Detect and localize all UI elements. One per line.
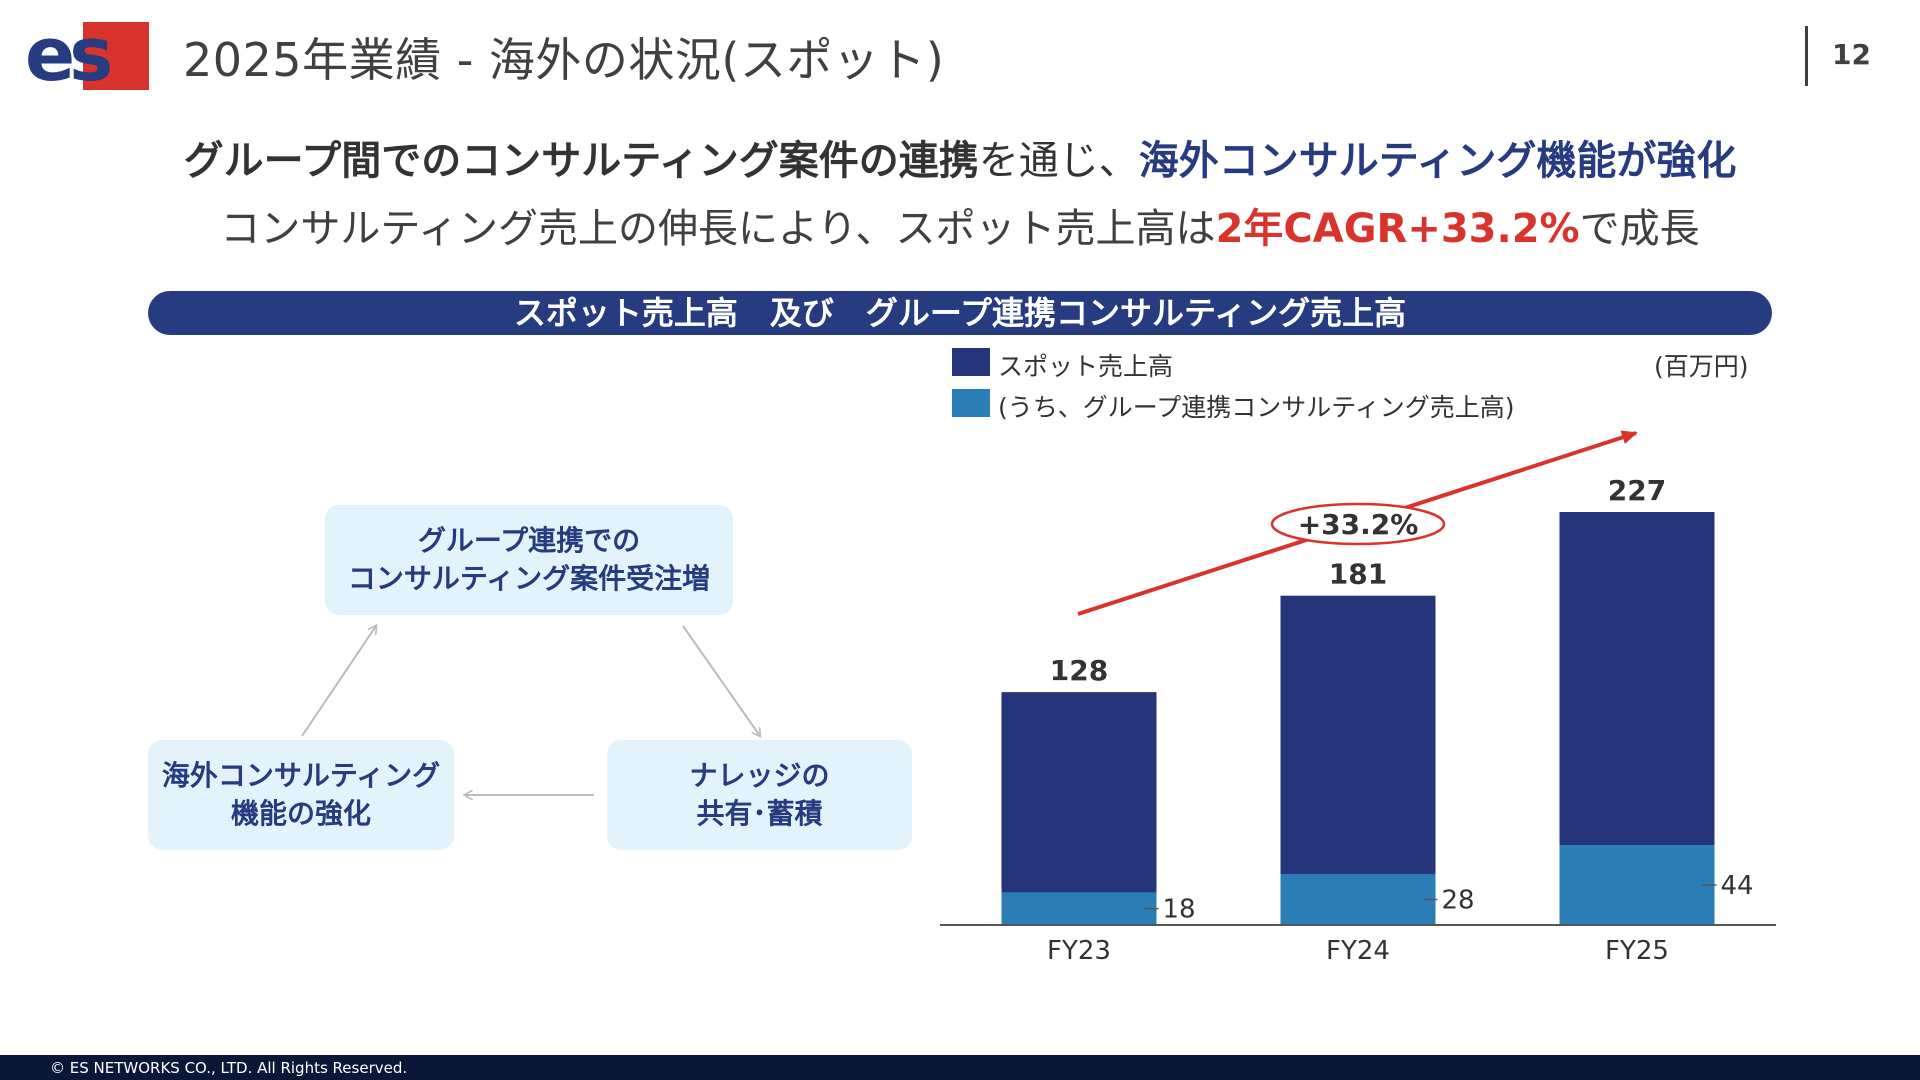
legend-swatch-group-consulting	[952, 389, 990, 417]
bar-spot-sales-fy24	[1280, 595, 1436, 925]
footer-copyright: © ES NETWORKS CO., LTD. All Rights Reser…	[50, 1059, 408, 1077]
section-banner: スポット売上高 及び グループ連携コンサルティング売上高	[148, 291, 1772, 335]
title-divider	[1805, 26, 1808, 86]
bar-group-consulting-fy23	[1001, 892, 1157, 925]
sub-value-label-fy23: 18	[1163, 895, 1196, 925]
headline-line-1: グループ間でのコンサルティング案件の連携を通じ、海外コンサルティング機能が強化	[0, 128, 1920, 186]
value-label-fy25: 227	[1608, 474, 1666, 507]
value-label-fy24: 181	[1329, 558, 1387, 591]
cycle-right-line-1: ナレッジの	[689, 759, 830, 792]
headline-2-part-1: コンサルティング売上の伸長により、スポット売上高は	[220, 206, 1216, 252]
legend-label-group-consulting: (うち、グループ連携コンサルティング売上高)	[998, 393, 1515, 422]
cycle-top-line-2: コンサルティング案件受注増	[347, 562, 711, 595]
value-label-fy23: 128	[1050, 654, 1108, 687]
page-title: 2025年業績 - 海外の状況(スポット)	[183, 33, 945, 87]
logo-letter-e: es	[27, 22, 110, 90]
x-tick-fy24: FY24	[1326, 936, 1390, 966]
sub-value-label-fy24: 28	[1442, 886, 1475, 916]
headline-2-cagr: 2年CAGR+33.2%	[1215, 206, 1580, 252]
headline-line-2: コンサルティング売上の伸長により、スポット売上高は2年CAGR+33.2%で成長	[0, 196, 1920, 254]
cycle-left-line-1: 海外コンサルティング	[161, 759, 441, 792]
page-number: 12	[1832, 38, 1871, 71]
cycle-left-line-2: 機能の強化	[230, 797, 371, 830]
x-tick-fy25: FY25	[1605, 936, 1669, 966]
cagr-ellipse	[1270, 502, 1446, 546]
cycle-box-overseas-strengthening: 海外コンサルティング 機能の強化	[148, 740, 454, 850]
headline-1-part-3: 海外コンサルティング機能が強化	[1138, 138, 1737, 184]
headline-1-part-1: グループ間でのコンサルティング案件の連携	[183, 138, 979, 184]
cycle-box-knowledge-sharing: ナレッジの 共有･蓄積	[607, 740, 912, 850]
bar-group-consulting-fy24	[1280, 874, 1436, 925]
headline-1-part-2: を通じ、	[978, 138, 1139, 184]
sub-value-label-fy25: 44	[1721, 871, 1754, 901]
cagr-label: +33.2%	[1298, 508, 1419, 541]
unit-label: (百万円)	[1654, 352, 1749, 381]
bar-group-consulting-fy25	[1559, 844, 1715, 925]
footer-bar	[0, 1055, 1920, 1080]
x-tick-fy23: FY23	[1047, 936, 1111, 966]
cycle-top-line-1: グループ連携での	[417, 524, 641, 557]
cycle-box-consulting-orders: グループ連携での コンサルティング案件受注増	[325, 505, 733, 615]
bar-spot-sales-fy23	[1001, 692, 1157, 925]
cycle-right-line-2: 共有･蓄積	[696, 797, 823, 830]
headline-2-part-3: で成長	[1579, 206, 1700, 252]
company-logo: es	[27, 22, 149, 90]
legend-swatch-spot-sales	[952, 348, 990, 376]
legend-label-spot-sales: スポット売上高	[998, 352, 1174, 381]
